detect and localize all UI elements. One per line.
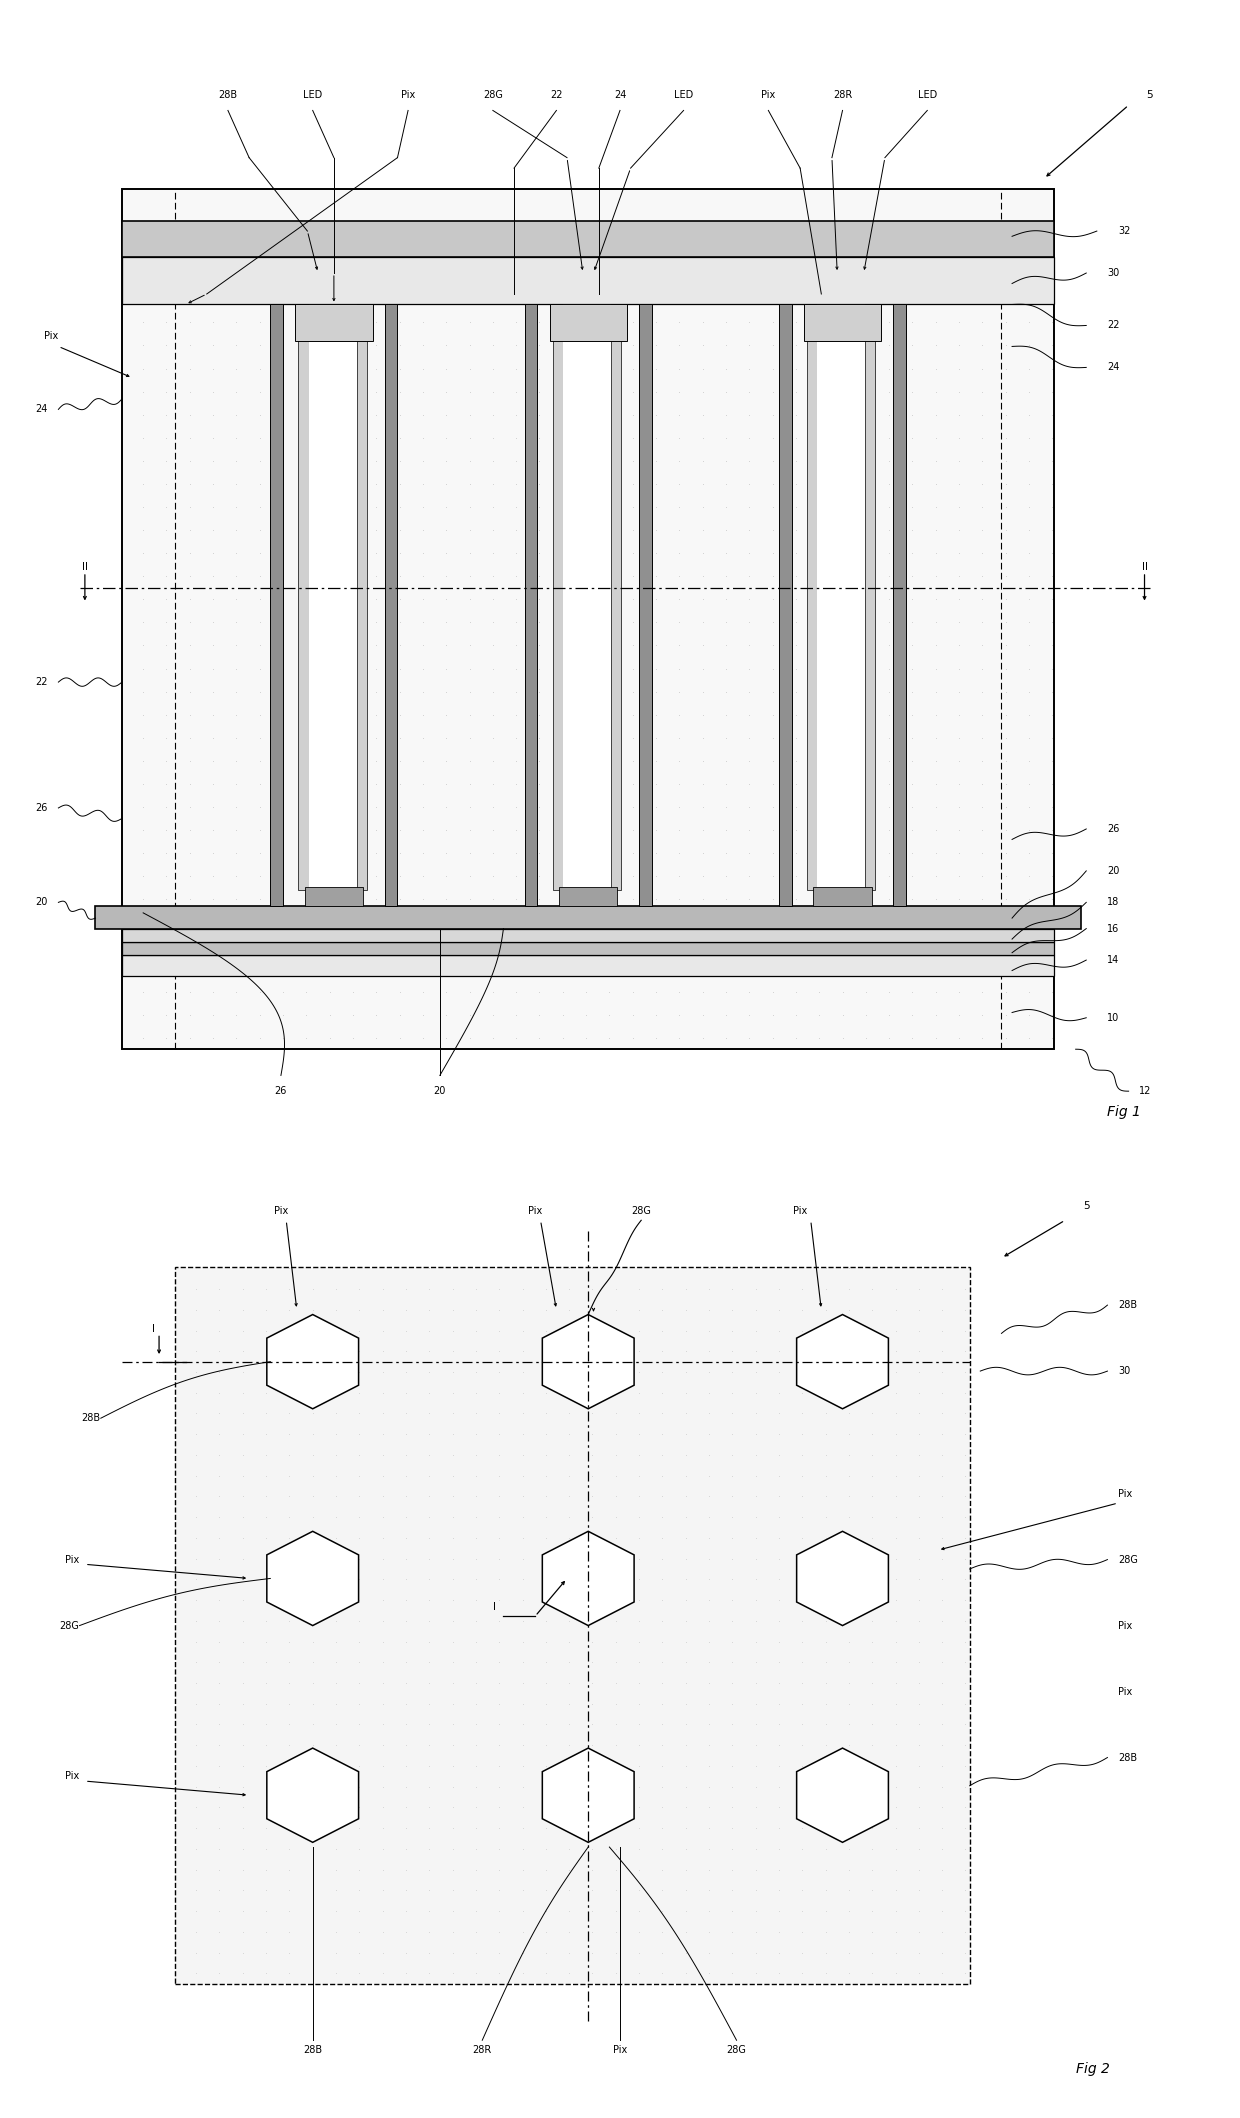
Bar [270, 305, 283, 907]
Bar [309, 305, 357, 890]
Text: 28G: 28G [631, 1205, 651, 1216]
Bar [813, 887, 872, 907]
Bar [95, 907, 1081, 928]
Polygon shape [267, 1315, 358, 1408]
Text: Fig 2: Fig 2 [1075, 2061, 1110, 2076]
Text: 28R: 28R [833, 89, 852, 100]
Bar [122, 928, 1054, 943]
Bar [553, 305, 563, 890]
Text: II: II [1142, 561, 1147, 572]
Text: I: I [492, 1601, 496, 1612]
Polygon shape [796, 1531, 888, 1627]
Text: 28B: 28B [218, 89, 238, 100]
Text: Pix: Pix [1118, 1489, 1132, 1500]
Bar [122, 256, 1054, 305]
Text: Pix: Pix [761, 89, 775, 100]
Text: 22: 22 [35, 678, 48, 686]
Text: 28G: 28G [1118, 1555, 1138, 1565]
Text: Pix: Pix [528, 1205, 542, 1216]
Text: 16: 16 [1107, 923, 1120, 934]
Bar [559, 887, 618, 907]
Text: 12: 12 [1140, 1087, 1152, 1097]
Text: II: II [82, 561, 88, 572]
Text: 24: 24 [36, 405, 48, 415]
Text: 26: 26 [275, 1087, 288, 1097]
Text: Pix: Pix [66, 1555, 79, 1565]
Text: Pix: Pix [613, 2044, 627, 2054]
Text: 20: 20 [434, 1087, 446, 1097]
Bar [563, 305, 611, 890]
Bar [807, 305, 817, 890]
Text: Pix: Pix [274, 1205, 288, 1216]
Text: 28B: 28B [82, 1413, 100, 1423]
Bar [122, 189, 1054, 1048]
Text: 28G: 28G [482, 89, 502, 100]
Bar [817, 305, 866, 890]
Text: 24: 24 [614, 89, 626, 100]
Text: 26: 26 [36, 803, 48, 813]
Text: Pix: Pix [401, 89, 415, 100]
Text: 5: 5 [1083, 1201, 1090, 1211]
Text: 5: 5 [1147, 89, 1153, 100]
Bar [611, 305, 621, 890]
Bar [175, 1267, 970, 1985]
Text: 28G: 28G [60, 1620, 79, 1631]
Polygon shape [542, 1747, 634, 1843]
Text: 30: 30 [1118, 1366, 1131, 1377]
Bar [122, 943, 1054, 955]
Bar [295, 305, 372, 341]
Text: 28R: 28R [472, 2044, 492, 2054]
Text: 14: 14 [1107, 955, 1120, 966]
Bar [549, 305, 627, 341]
Polygon shape [796, 1747, 888, 1843]
Bar [893, 305, 906, 907]
Bar [122, 955, 1054, 976]
Bar [357, 305, 367, 890]
Bar [866, 305, 875, 890]
Text: 30: 30 [1107, 269, 1120, 277]
Polygon shape [796, 1315, 888, 1408]
Bar [804, 305, 882, 341]
Text: Pix: Pix [45, 330, 58, 341]
Text: LED: LED [303, 89, 322, 100]
Text: I: I [153, 1324, 155, 1334]
Text: 24: 24 [1107, 362, 1120, 373]
Text: Pix: Pix [794, 1205, 807, 1216]
Text: 20: 20 [1107, 866, 1120, 877]
Text: 18: 18 [1107, 898, 1120, 907]
Text: 28G: 28G [727, 2044, 746, 2054]
Text: Fig 1: Fig 1 [1107, 1106, 1141, 1118]
Text: 28B: 28B [303, 2044, 322, 2054]
Bar [305, 887, 363, 907]
Polygon shape [542, 1531, 634, 1627]
Text: Pix: Pix [1118, 1686, 1132, 1697]
Bar [779, 305, 791, 907]
Text: 10: 10 [1107, 1012, 1120, 1023]
Text: 22: 22 [551, 89, 563, 100]
Text: LED: LED [675, 89, 693, 100]
Text: Pix: Pix [66, 1771, 79, 1781]
Bar [122, 220, 1054, 256]
Polygon shape [267, 1531, 358, 1627]
Text: 28B: 28B [1118, 1752, 1137, 1762]
Text: Pix: Pix [1118, 1620, 1132, 1631]
Text: 20: 20 [36, 898, 48, 907]
Text: LED: LED [918, 89, 937, 100]
Polygon shape [542, 1315, 634, 1408]
Text: 26: 26 [1107, 824, 1120, 834]
Text: 28B: 28B [1118, 1300, 1137, 1311]
Polygon shape [267, 1747, 358, 1843]
Text: 22: 22 [1107, 320, 1120, 330]
Bar [299, 305, 309, 890]
Bar [525, 305, 537, 907]
Bar [384, 305, 398, 907]
Text: 32: 32 [1118, 227, 1131, 235]
Bar [639, 305, 652, 907]
